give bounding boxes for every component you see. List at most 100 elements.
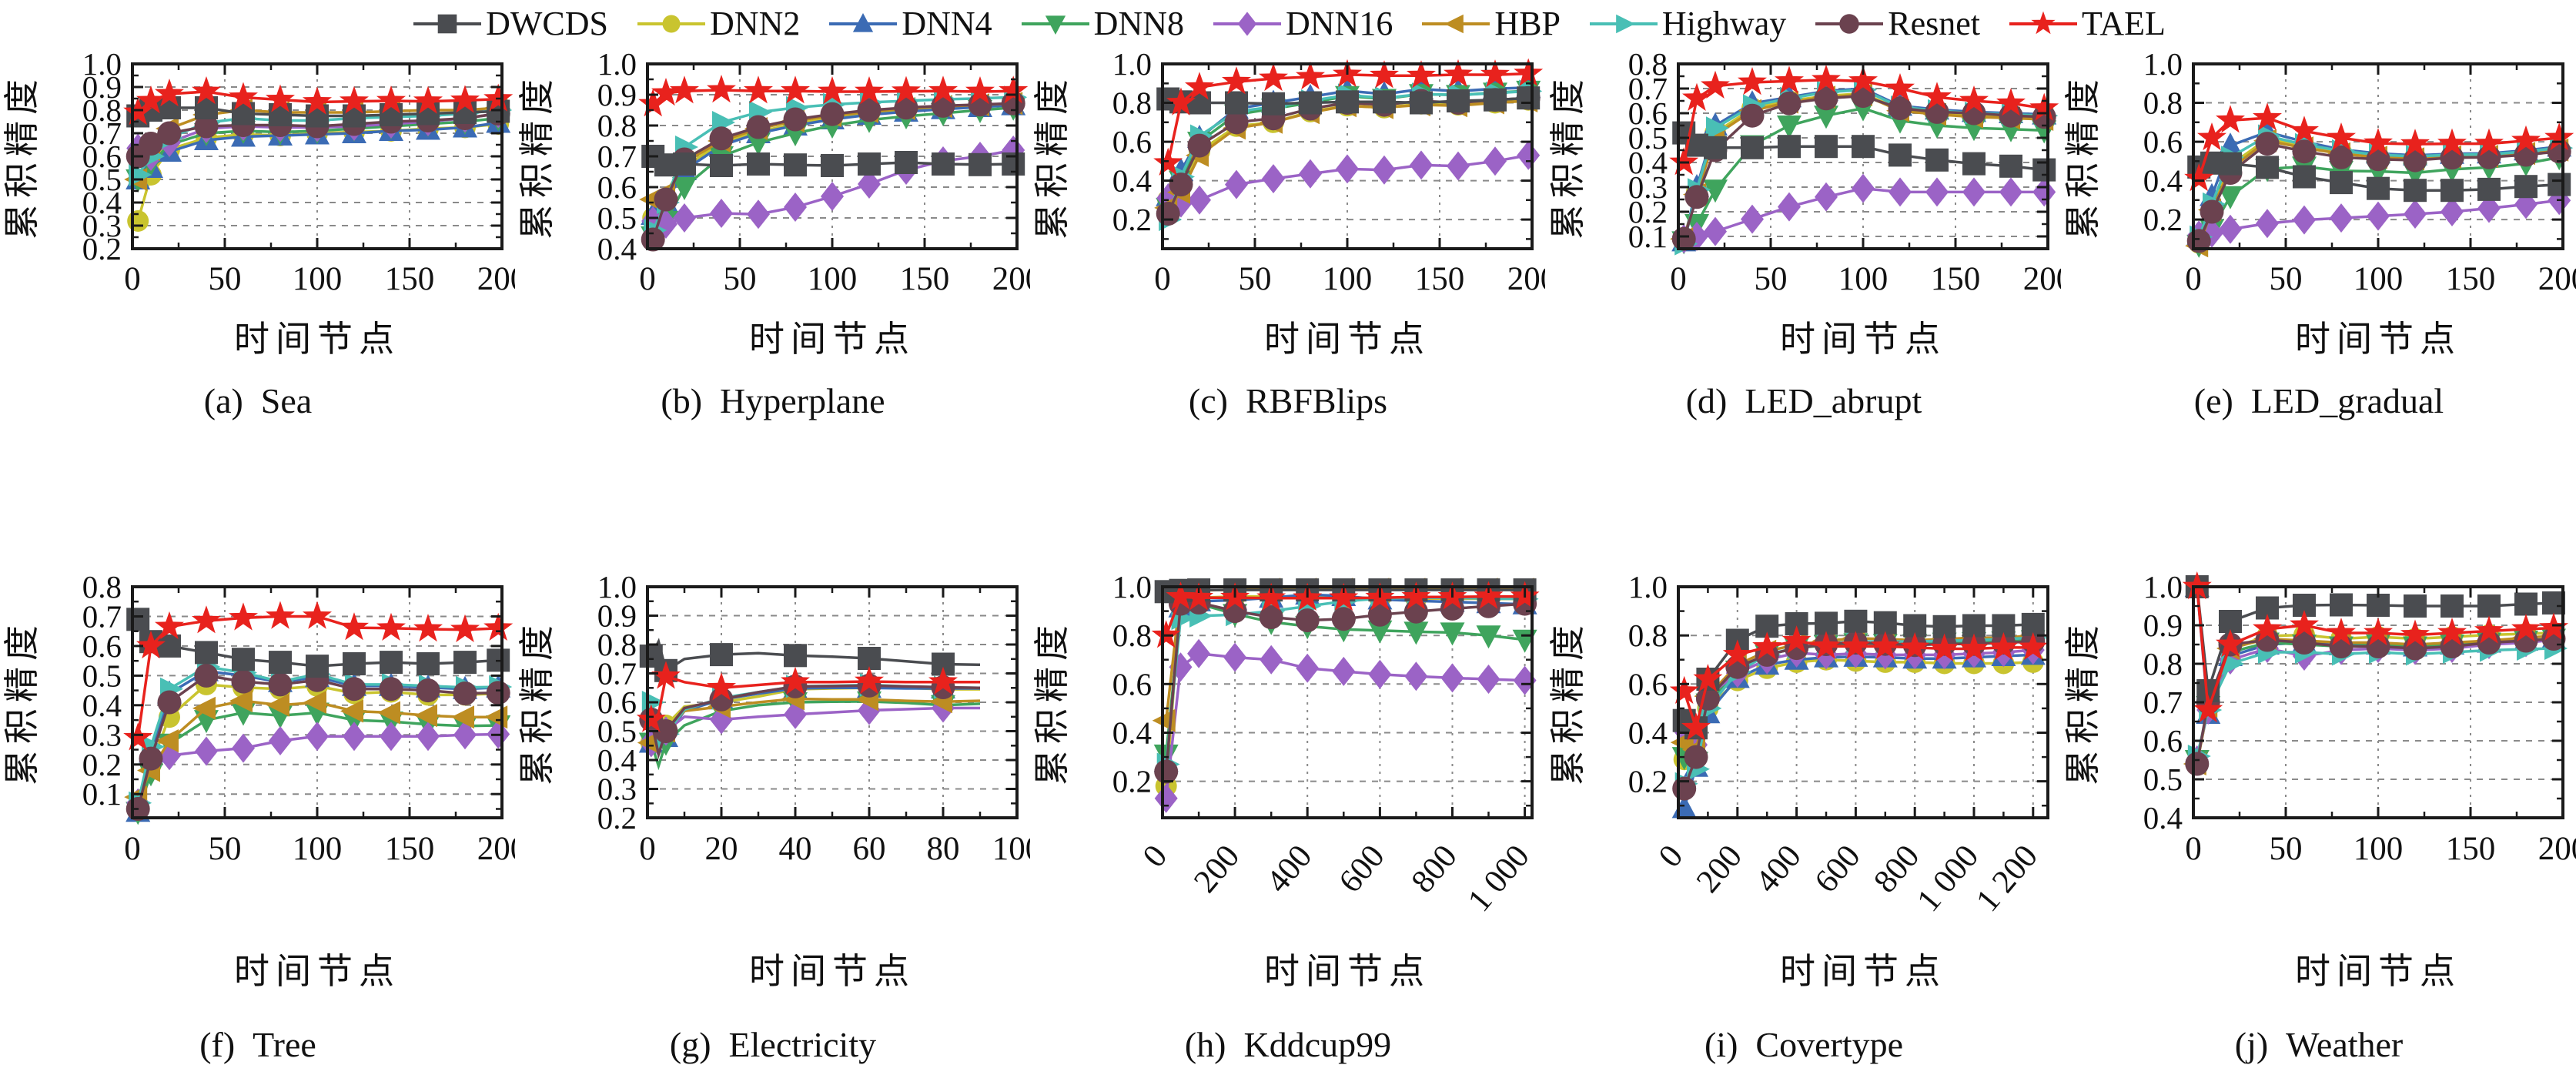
chart-b: 0.40.50.60.70.80.91.0 0 50 100 150 200 累积精度时间节… xyxy=(517,46,1042,420)
x-tick-label: 0 xyxy=(1155,261,1172,297)
y-tick-label: 0.4 xyxy=(1628,715,1667,751)
y-tick-label: 1.0 xyxy=(1112,46,1152,82)
y-tick-label: 0.2 xyxy=(597,800,637,836)
y-tick-label: 0.4 xyxy=(2143,163,2183,199)
legend-label-Highway: Highway xyxy=(1661,5,1787,42)
y-tick-label: 0.3 xyxy=(1628,169,1667,205)
x-tick-label: 150 xyxy=(900,261,950,297)
x-tick-label: 200 xyxy=(1187,839,1246,900)
x-tick-label: 50 xyxy=(1754,261,1787,297)
x-tick-label: 100 xyxy=(293,831,343,867)
y-axis-label: 累积精度 xyxy=(517,73,557,239)
y-axis-label: 累积精度 xyxy=(2063,619,2103,785)
y-tick-label: 0.2 xyxy=(1112,202,1152,237)
legend-marker-Resnet-icon xyxy=(1815,14,1884,34)
legend-marker-TAEL-icon xyxy=(2009,11,2077,35)
legend-item-HBP: HBP xyxy=(1419,5,1561,42)
y-tick-label: 0.2 xyxy=(82,231,122,266)
x-tick-label: 0 xyxy=(2185,831,2202,867)
y-tick-label: 0.5 xyxy=(597,714,637,749)
x-tick-label: 150 xyxy=(1415,261,1465,297)
legend-label-DNN4: DNN4 xyxy=(902,5,992,42)
x-tick-label: 100 xyxy=(293,261,343,297)
y-axis-label: 累积精度 xyxy=(2,619,42,785)
y-axis-label: 累积精度 xyxy=(1548,619,1587,785)
legend-label-DNN2: DNN2 xyxy=(710,5,801,42)
x-tick-label: 100 xyxy=(2354,831,2404,867)
subplot-b: 0.40.50.60.70.80.91.0 0 50 100 150 200 累积精度时间节… xyxy=(515,45,1042,564)
y-tick-label: 0.9 xyxy=(82,69,122,105)
y-tick-label: 1.0 xyxy=(2143,569,2183,604)
y-tick-label: 0.1 xyxy=(1628,219,1667,254)
chart-j: 0.40.5 0.60.7 0.80.9 1.0 0 50 100 150 200 累积精度时间节… xyxy=(2063,569,2576,1064)
legend-item-DNN8: DNN8 xyxy=(1019,5,1184,42)
subplot-caption: (i) Covertype xyxy=(1705,1025,1903,1064)
y-tick-label: 0.4 xyxy=(1112,715,1152,751)
chart-d: 0.10.20.30.40.50.60.70.8 0 50 100 150 200 累积精度… xyxy=(1548,46,2073,420)
legend: DWCDS DNN2 DNN4 DNN8 DNN16 HBP Highway Resnet TA… xyxy=(0,0,2576,45)
legend-marker-DWCDS-icon xyxy=(413,14,482,34)
x-tick-label: 0 xyxy=(1651,839,1690,875)
y-tick-label: 0.5 xyxy=(82,658,122,693)
x-tick-label: 100 xyxy=(1838,261,1888,297)
y-tick-label: 0.6 xyxy=(2143,124,2183,159)
x-tick-label: 20 xyxy=(705,831,738,867)
x-axis-label: 时间节点 xyxy=(234,952,400,991)
x-tick-label: 0 xyxy=(1136,839,1175,875)
y-tick-label: 0.6 xyxy=(82,628,122,664)
y-tick-label: 1.0 xyxy=(2143,46,2183,82)
y-tick-label: 0.4 xyxy=(1628,145,1667,180)
legend-item-TAEL: TAEL xyxy=(2006,5,2166,42)
legend-label-HBP: HBP xyxy=(1494,5,1561,42)
y-tick-label: 0.5 xyxy=(82,162,122,197)
legend-item-Resnet: Resnet xyxy=(1812,5,1980,42)
x-tick-label: 50 xyxy=(2269,831,2302,867)
y-axis-label: 累积精度 xyxy=(1548,73,1587,239)
x-tick-label: 400 xyxy=(1748,839,1808,900)
x-tick-label: 200 xyxy=(992,261,1030,297)
y-tick-label: 0.7 xyxy=(1628,71,1667,106)
y-tick-label: 0.3 xyxy=(82,717,122,752)
legend-marker-Highway-icon xyxy=(1589,14,1658,34)
subplot-caption: (f) Tree xyxy=(199,1025,316,1064)
y-tick-label: 0.6 xyxy=(82,139,122,174)
y-tick-label: 0.4 xyxy=(2143,800,2183,836)
x-tick-label: 200 xyxy=(2538,831,2576,867)
subplot-caption: (g) Electricity xyxy=(670,1025,876,1064)
subplot-g: 0.20.30.40.50.60.70.80.91.0 0 20 40 60 80 100 累… xyxy=(515,564,1042,1081)
x-axis-label: 时间节点 xyxy=(1264,320,1430,359)
y-tick-label: 0.9 xyxy=(597,598,637,634)
y-tick-label: 0.7 xyxy=(82,116,122,151)
x-tick-label: 600 xyxy=(1808,839,1867,900)
x-tick-label: 60 xyxy=(853,831,886,867)
y-tick-label: 0.2 xyxy=(1628,764,1667,799)
x-tick-label: 0 xyxy=(1670,261,1687,297)
x-tick-label: 0 xyxy=(124,831,141,867)
y-tick-label: 0.6 xyxy=(1628,666,1667,702)
series-line-DWCDS xyxy=(650,638,981,673)
legend-label-DWCDS: DWCDS xyxy=(486,5,609,42)
x-axis-label: 时间节点 xyxy=(1264,952,1430,991)
y-axis-label: 累积精度 xyxy=(2063,73,2103,239)
y-tick-label: 0.7 xyxy=(597,656,637,692)
subplot-i: 0.2 0.4 0.6 0.8 1.0 0 200 400 600 800 1 000 1 200 累积… xyxy=(1546,564,2061,1081)
y-tick-label: 0.3 xyxy=(82,208,122,243)
x-tick-label: 100 xyxy=(2354,261,2404,297)
x-tick-label: 50 xyxy=(209,831,242,867)
chart-g: 0.20.30.40.50.60.70.80.91.0 0 20 40 60 80 100 累… xyxy=(517,569,1042,1064)
y-tick-label: 0.4 xyxy=(597,231,637,266)
y-tick-label: 0.8 xyxy=(2143,646,2183,681)
y-tick-label: 0.7 xyxy=(597,139,637,174)
y-tick-label: 0.6 xyxy=(2143,723,2183,758)
legend-item-DNN2: DNN2 xyxy=(634,5,800,42)
y-tick-label: 0.8 xyxy=(597,108,637,143)
x-tick-label: 50 xyxy=(209,261,242,297)
y-tick-label: 0.2 xyxy=(82,747,122,782)
series-line-DNN8 xyxy=(650,700,981,771)
y-tick-label: 0.8 xyxy=(1112,85,1152,121)
y-axis-label: 累积精度 xyxy=(1032,619,1072,785)
subplot-caption: (e) LED_gradual xyxy=(2194,381,2444,420)
